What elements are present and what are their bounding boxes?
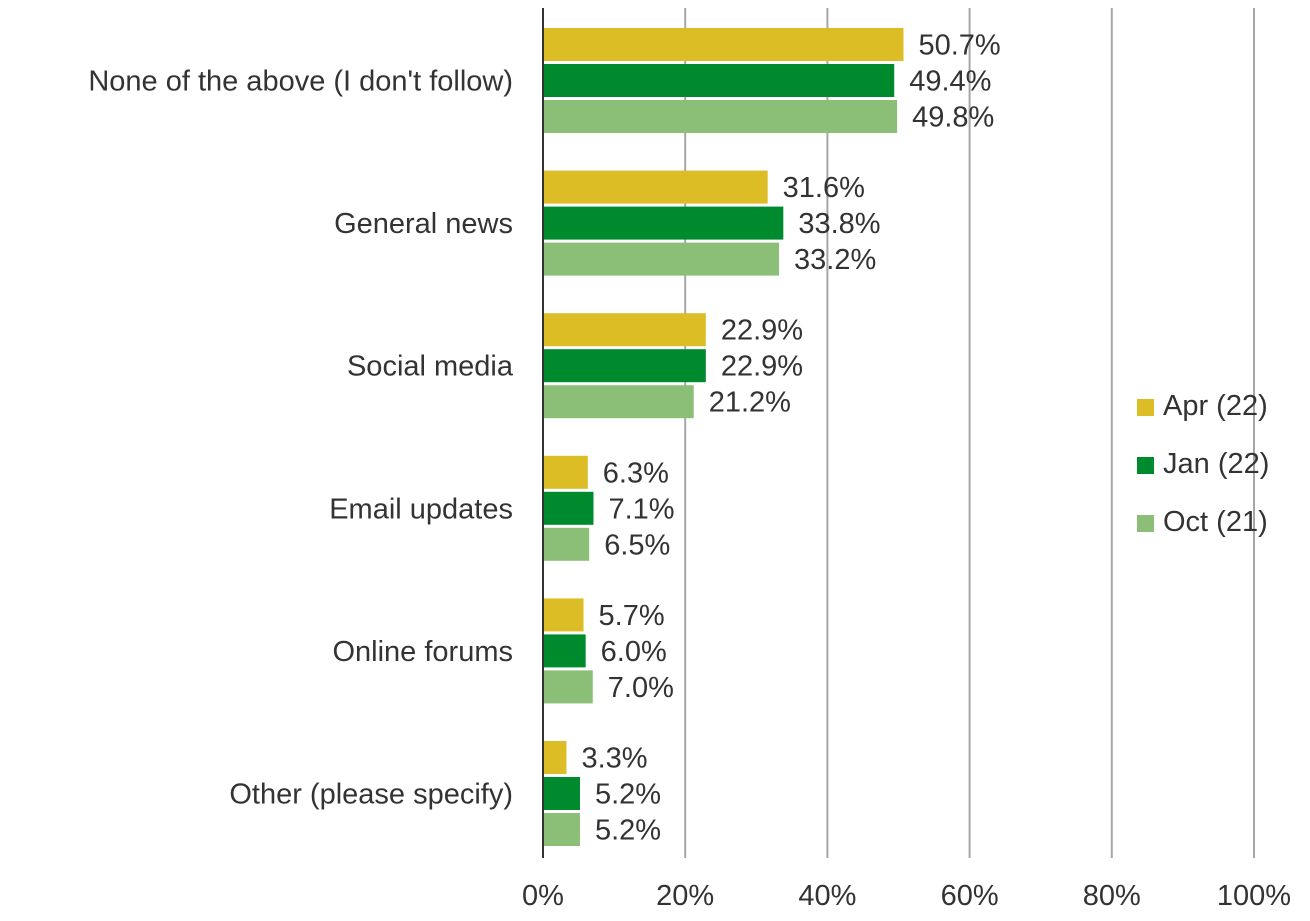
bars: [543, 28, 904, 846]
bar: [543, 491, 594, 525]
category-label: Social media: [347, 351, 514, 383]
value-label: 6.0%: [601, 636, 667, 668]
category-label: Other (please specify): [229, 779, 513, 811]
bar: [543, 741, 567, 774]
gridlines: [684, 8, 1255, 858]
value-label: 5.2%: [595, 779, 661, 811]
bar: [543, 170, 768, 204]
legend-label: Apr (22): [1163, 390, 1268, 422]
category-labels: None of the above (I don't follow) Genera…: [88, 66, 514, 811]
value-label: 49.8%: [912, 102, 994, 134]
x-tick-labels: 0% 20% 40% 60% 80% 100%: [522, 880, 1291, 912]
value-label: 22.9%: [721, 315, 803, 347]
bar: [543, 634, 586, 668]
value-label: 7.1%: [608, 493, 674, 525]
bar: [543, 206, 784, 240]
category-label: Email updates: [329, 493, 513, 525]
legend: Apr (22) Jan (22) Oct (21): [1137, 390, 1269, 538]
category-label: Online forums: [332, 636, 513, 668]
value-label: 33.8%: [798, 208, 880, 240]
bar: [543, 598, 584, 632]
value-label: 50.7%: [918, 30, 1000, 62]
bar: [543, 349, 706, 383]
x-tick-label: 60%: [941, 880, 999, 912]
legend-swatch: [1137, 515, 1154, 532]
value-label: 3.3%: [581, 743, 647, 775]
bar: [543, 813, 580, 846]
x-tick-label: 100%: [1217, 880, 1291, 912]
value-label: 5.7%: [599, 600, 665, 632]
legend-label: Oct (21): [1163, 506, 1268, 538]
value-label: 6.5%: [604, 529, 670, 561]
bar: [543, 777, 580, 810]
x-tick-label: 40%: [798, 880, 856, 912]
bar: [543, 242, 780, 276]
category-label: None of the above (I don't follow): [88, 66, 513, 98]
value-label: 31.6%: [783, 172, 865, 204]
value-label: 49.4%: [909, 66, 991, 98]
bar: [543, 28, 904, 61]
legend-swatch: [1137, 457, 1154, 474]
bar: [543, 100, 898, 133]
bar: [543, 64, 895, 97]
bar: [543, 670, 593, 704]
value-label: 22.9%: [721, 351, 803, 383]
x-tick-label: 0%: [522, 880, 564, 912]
bar: [543, 385, 694, 419]
bar: [543, 313, 706, 347]
value-labels: 50.7% 49.4% 49.8% 31.6% 33.8% 33.2% 22.9% 22.9%…: [581, 30, 1000, 847]
bar: [543, 527, 590, 561]
x-tick-label: 80%: [1083, 880, 1141, 912]
value-label: 6.3%: [603, 457, 669, 489]
value-label: 33.2%: [794, 244, 876, 276]
value-label: 21.2%: [709, 387, 791, 419]
value-label: 5.2%: [595, 815, 661, 847]
category-label: General news: [334, 208, 513, 240]
legend-label: Jan (22): [1163, 448, 1269, 480]
legend-swatch: [1137, 399, 1154, 416]
value-label: 7.0%: [608, 672, 674, 704]
bar: [543, 455, 588, 489]
x-tick-label: 20%: [656, 880, 714, 912]
